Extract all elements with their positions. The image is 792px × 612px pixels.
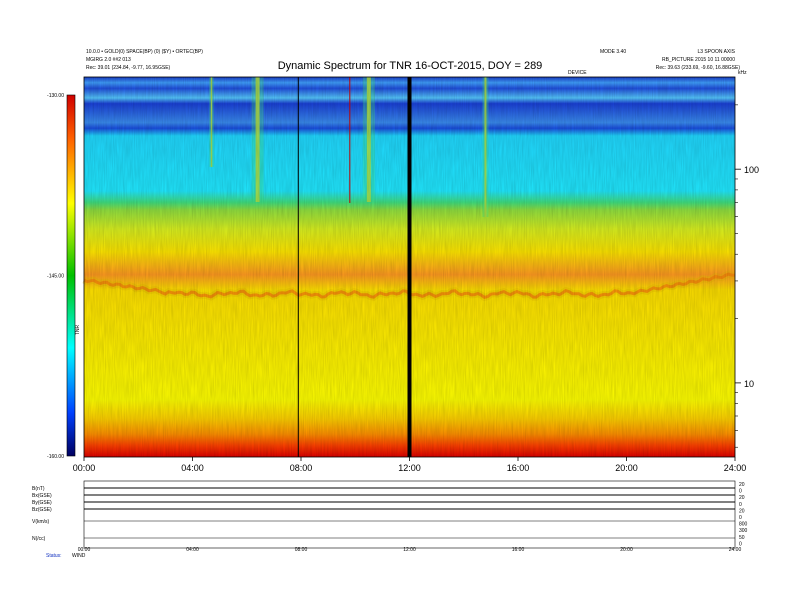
x-tick-label: 16:00 [507, 463, 530, 473]
footer-right-tick: 0 [739, 489, 742, 495]
header-left-line2: MGIRG 2.0 ##2 013 [86, 57, 131, 63]
y-tick-label: 100 [744, 165, 759, 175]
colorbar-label: TNR [75, 324, 81, 335]
footer-right-tick: 0 [739, 502, 742, 508]
footer-x-tick: 08:00 [295, 547, 308, 553]
x-tick-label: 24:00 [724, 463, 747, 473]
footer-right-tick: 0 [739, 541, 742, 547]
colorbar-tick-label: -145.00 [47, 274, 64, 280]
spectrogram [82, 76, 736, 458]
footer-x-tick: 16:00 [512, 547, 525, 553]
y-axis-right: 100 10 [735, 104, 759, 448]
status-label: Status: [46, 553, 62, 559]
solar-wind-panels: B(nT)Bx(GSE)By(GSE)Bz(GSE)V(km/s)N(/cc) … [32, 480, 748, 553]
x-tick-label: 20:00 [615, 463, 638, 473]
chart-title: Dynamic Spectrum for TNR 16-OCT-2015, DO… [278, 60, 543, 72]
header-mid-label: DEVICE [568, 70, 587, 76]
colorbar-ticks: -130.00 -145.00 -160.00 [47, 93, 64, 460]
panel-label: Bz(GSE) [32, 507, 52, 513]
corner-label: kHz [738, 70, 747, 76]
x-tick-label: 08:00 [290, 463, 313, 473]
panel-label: V(km/s) [32, 519, 50, 525]
header-left-line3: Rec: 39.01 (234.84, -9.77, 16.95GSE) [86, 65, 171, 71]
footer-right-tick: 800 [739, 522, 748, 528]
panel-label: B(nT) [32, 486, 45, 492]
footer-right-tick: 20 [739, 508, 745, 514]
footer-frame [83, 480, 736, 549]
footer-right-tick: 20 [739, 495, 745, 501]
header-right-line4: Rec: 39.63 (233.69, -9.60, 16.88GSE) [656, 65, 741, 71]
x-axis: 00:00 04:00 08:00 12:00 16:00 20:00 24:00 [73, 457, 747, 473]
y-tick-label: 10 [744, 379, 754, 389]
footer-right-tick: 20 [739, 482, 745, 488]
footer-x-tick: 04:00 [186, 547, 199, 553]
status-value: WIND [72, 553, 86, 559]
header-right-line1: MODE 3.40 [600, 49, 626, 55]
footer-right-tick: 0 [739, 515, 742, 521]
footer-x-tick: 24:00 [729, 547, 742, 553]
footer-x-tick: 12:00 [403, 547, 416, 553]
colorbar-tick-label: -130.00 [47, 93, 64, 99]
footer-x-tick: 00:00 [78, 547, 91, 553]
panel-label: Bx(GSE) [32, 493, 52, 499]
header-left-line1: 10.0.0 • GOLD(0) SPACE(BP) (0) ($Y) • OR… [86, 49, 203, 55]
panel-label: By(GSE) [32, 500, 52, 506]
data-gap-lines [297, 77, 412, 457]
colorbar [66, 94, 76, 457]
panel-label: N(/cc) [32, 536, 46, 542]
x-tick-label: 04:00 [181, 463, 204, 473]
x-tick-label: 12:00 [398, 463, 421, 473]
colorbar-tick-label: -160.00 [47, 454, 64, 460]
header-right-line3: RB_PICTURE 2015 10 11 00000 [662, 57, 735, 63]
footer-right-tick: 300 [739, 528, 748, 534]
x-tick-label: 00:00 [73, 463, 96, 473]
footer-x-tick: 20:00 [620, 547, 633, 553]
footer-right-tick: 50 [739, 535, 745, 541]
header-right-line2: L3 SPOON AXIS [697, 49, 735, 55]
